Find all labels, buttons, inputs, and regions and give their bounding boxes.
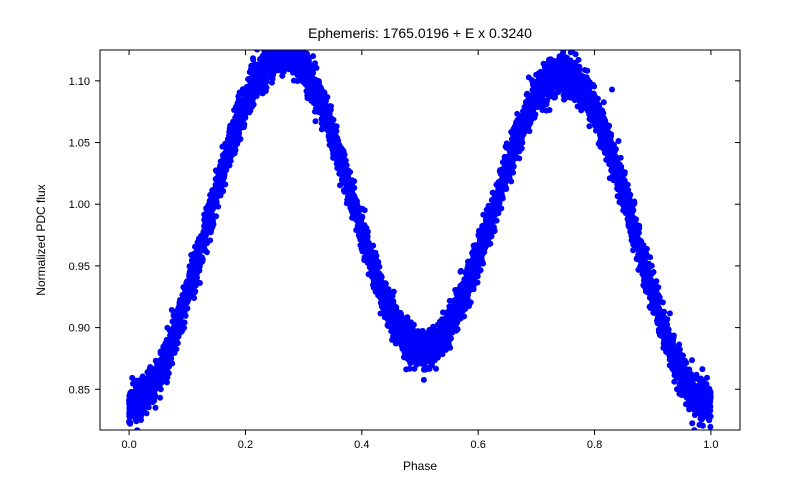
x-tick-label: 1.0 — [703, 439, 718, 451]
x-tick-label: 0.4 — [354, 439, 369, 451]
y-tick-label: 1.00 — [69, 199, 90, 211]
y-tick-label: 1.10 — [69, 76, 90, 88]
x-tick-label: 0.2 — [238, 439, 253, 451]
x-tick-label: 0.6 — [471, 439, 486, 451]
x-tick-label: 0.0 — [121, 439, 136, 451]
outlier-point — [423, 367, 429, 373]
chart-title: Ephemeris: 1765.0196 + E x 0.3240 — [308, 25, 532, 41]
x-tick-label: 0.8 — [587, 439, 602, 451]
y-tick-label: 1.05 — [69, 138, 90, 150]
chart-svg: 0.0 0.2 0.4 0.6 0.8 1.0 0.85 0.90 0.95 1.00 1.05 1.… — [0, 0, 800, 500]
phase-folded-lightcurve-chart: 0.0 0.2 0.4 0.6 0.8 1.0 0.85 0.90 0.95 1.00 1.05 1.… — [0, 0, 800, 500]
y-tick-label: 0.85 — [69, 384, 90, 396]
y-axis-label: Normalized PDC flux — [34, 184, 48, 295]
y-tick-label: 0.90 — [69, 323, 90, 335]
y-tick-label: 0.95 — [69, 261, 90, 273]
x-axis-label: Phase — [403, 459, 437, 473]
outlier-point — [609, 87, 615, 93]
